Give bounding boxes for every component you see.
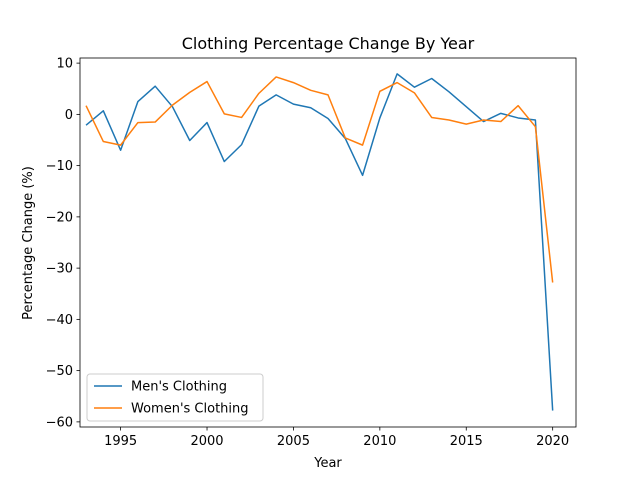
chart-title: Clothing Percentage Change By Year	[182, 34, 475, 53]
x-tick-label: 2010	[363, 434, 396, 449]
y-tick-label: −20	[46, 210, 73, 225]
legend-label-2: Women's Clothing	[131, 402, 249, 417]
series-layer	[85, 73, 554, 411]
y-tick-label: 10	[56, 57, 73, 72]
y-tick-label: −60	[46, 415, 73, 430]
y-tick-label: −30	[46, 262, 73, 277]
plot-frame	[79, 57, 577, 428]
x-tick-label: 2015	[450, 434, 483, 449]
axes-layer: 1995 2000 2005 2010 2015 2020 10 0 −10 −20 −30 −40 −…	[46, 57, 577, 449]
legend: Men's Clothing Women's Clothing	[86, 373, 264, 422]
y-tick-label: 0	[65, 108, 73, 123]
x-tick-label: 2020	[536, 434, 569, 449]
y-axis-label: Percentage Change (%)	[21, 166, 36, 320]
x-axis-label: Year	[313, 456, 342, 471]
series-line-2	[85, 76, 554, 283]
y-tick-label: −40	[46, 313, 73, 328]
series-line-1	[85, 73, 554, 411]
y-tick-label: −10	[46, 159, 73, 174]
y-tick-label: −50	[46, 364, 73, 379]
x-tick-label: 2005	[277, 434, 310, 449]
legend-label-1: Men's Clothing	[131, 380, 227, 395]
x-tick-label: 1995	[104, 434, 137, 449]
x-tick-label: 2000	[190, 434, 223, 449]
legend-box	[86, 373, 264, 422]
